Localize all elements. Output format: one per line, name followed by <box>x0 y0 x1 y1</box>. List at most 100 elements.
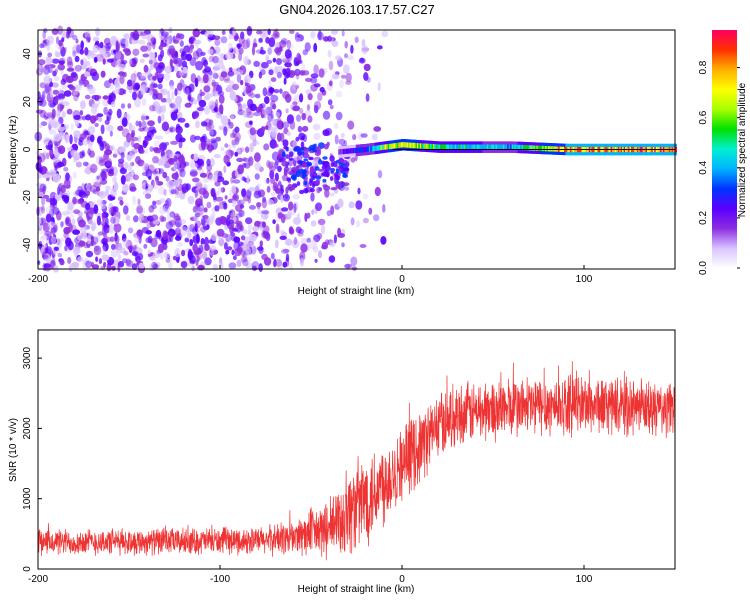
spectrogram-noise-cell <box>79 133 87 140</box>
spectrogram-noise-cell <box>281 207 289 212</box>
spectrogram-noise-cell <box>65 172 70 181</box>
carrier-core-cell <box>368 146 372 152</box>
spectrogram-noise-cell <box>345 263 353 269</box>
spectrogram-noise-cell <box>101 213 106 222</box>
spectrogram-noise-cell <box>114 78 120 88</box>
spectrogram-noise-cell <box>47 140 54 151</box>
spectrogram-noise-cell <box>237 241 244 247</box>
spectrogram-transition-cell <box>306 161 312 167</box>
spectrogram-transition-cell <box>318 168 325 172</box>
snr-y-tick-label: 3000 <box>22 347 33 370</box>
spectrogram-transition-cell <box>309 156 314 161</box>
spectrogram-noise-cell <box>256 209 264 214</box>
spectrogram-noise-cell <box>87 182 92 193</box>
spectrogram-noise-cell <box>217 187 223 193</box>
spectrogram-noise-cell <box>152 263 159 269</box>
spectrogram-noise-cell <box>270 126 275 133</box>
spectrogram-noise-cell <box>350 256 358 267</box>
spectrogram-noise-cell <box>301 125 309 132</box>
spectrogram-noise-cell <box>263 143 270 151</box>
carrier-core-cell <box>400 142 404 148</box>
carrier-core-cell <box>479 144 482 150</box>
spectrogram-noise-cell <box>173 59 179 65</box>
spectrogram-noise-cell <box>54 164 58 172</box>
carrier-core-cell <box>470 144 474 150</box>
spectrogram-noise-cell <box>54 68 58 74</box>
spectrogram-noise-cell <box>241 39 250 50</box>
spectrogram-noise-cell <box>345 72 352 83</box>
spectrogram-noise-cell <box>373 126 382 132</box>
spectrogram-noise-cell <box>249 120 253 125</box>
spectrogram-noise-cell <box>190 134 196 143</box>
spectrogram-noise-cell <box>312 245 319 253</box>
spectrogram-noise-cell <box>184 86 192 95</box>
spectrogram-noise-cell <box>377 82 381 92</box>
spectrogram-y-tick-label: 20 <box>22 96 33 108</box>
spectrogram-noise-cell <box>85 250 94 258</box>
spectrogram-noise-cell <box>98 190 107 199</box>
carrier-core-cell <box>441 144 445 150</box>
spectrogram-noise-cell <box>240 256 248 263</box>
spectrogram-noise-cell <box>119 38 127 48</box>
spectrogram-noise-cell <box>301 135 305 141</box>
spectrogram-noise-cell <box>293 203 297 214</box>
snr-frame <box>37 329 676 570</box>
carrier-core-cell <box>463 144 466 150</box>
spectrogram-noise-cell <box>247 27 252 35</box>
spectrogram-noise-cell <box>89 115 97 124</box>
carrier-core-cell <box>447 144 450 150</box>
spectrogram-noise-cell <box>255 202 262 208</box>
spectrogram-noise-cell <box>261 106 268 116</box>
spectrogram-noise-cell <box>338 138 346 145</box>
spectrogram-noise-cell <box>133 215 139 223</box>
spectrogram-noise-cell <box>65 217 70 225</box>
spectrogram-noise-cell <box>78 79 83 89</box>
spectrogram-noise-cell <box>57 145 66 155</box>
spectrogram-noise-cell <box>219 261 224 270</box>
spectrogram-noise-cell <box>260 69 266 76</box>
spectrogram-noise-cell <box>201 215 206 226</box>
spectrogram-noise-cell <box>73 114 81 120</box>
spectrogram-y-ticks: -40 -20 0 20 40 <box>22 48 42 252</box>
carrier-core-cell <box>371 146 375 152</box>
carrier-core-cell <box>344 148 347 155</box>
spectrogram-noise-cell <box>245 217 253 225</box>
spectrogram-noise-cell <box>67 240 74 251</box>
carrier-core-cell <box>553 146 557 152</box>
spectrogram-noise-cell <box>347 120 355 130</box>
spectrogram-noise-cell <box>170 140 179 145</box>
spectrogram-noise-cell <box>280 184 284 192</box>
spectrogram-noise-cell <box>78 79 84 86</box>
spectrogram-noise-cell <box>258 246 264 255</box>
carrier-core-cell <box>483 144 487 150</box>
spectrogram-noise-cell <box>229 211 233 216</box>
carrier-core-cell <box>486 144 490 150</box>
spectrogram-noise-cell <box>285 68 291 78</box>
carrier-core-cell <box>422 143 426 149</box>
carrier-core-cell <box>515 144 519 150</box>
spectrogram-noise-cell <box>284 93 292 103</box>
carrier-core-cell <box>395 143 398 149</box>
spectrogram-noise-cell <box>129 183 136 191</box>
spectrogram-noise-cell <box>38 187 45 192</box>
spectrogram-noise-cell <box>295 72 300 80</box>
carrier-core-cell <box>494 144 497 150</box>
spectrogram-noise-cell <box>50 236 57 244</box>
snr-y-tick-label: 2000 <box>22 417 33 440</box>
spectrogram-transition-cell <box>293 147 300 152</box>
spectrogram-noise-cell <box>106 124 114 132</box>
carrier-core-cell <box>534 145 538 151</box>
spectrogram-noise-cell <box>249 127 256 136</box>
spectrogram-noise-cell <box>236 259 242 267</box>
spectrogram-noise-cell <box>110 249 119 258</box>
spectrogram-noise-cell <box>69 85 76 91</box>
spectrogram-x-tick-label: -200 <box>28 274 48 285</box>
spectrogram-noise-cell <box>133 142 141 150</box>
spectrogram-noise-cell <box>77 198 84 205</box>
spectrogram-transition-cell <box>288 157 294 161</box>
carrier-core-cell <box>457 144 461 150</box>
spectrogram-noise-cell <box>116 246 122 255</box>
spectrogram-noise-cell <box>230 176 234 184</box>
spectrogram-noise-cell <box>92 188 98 195</box>
spectrogram-noise-cell <box>99 41 104 49</box>
